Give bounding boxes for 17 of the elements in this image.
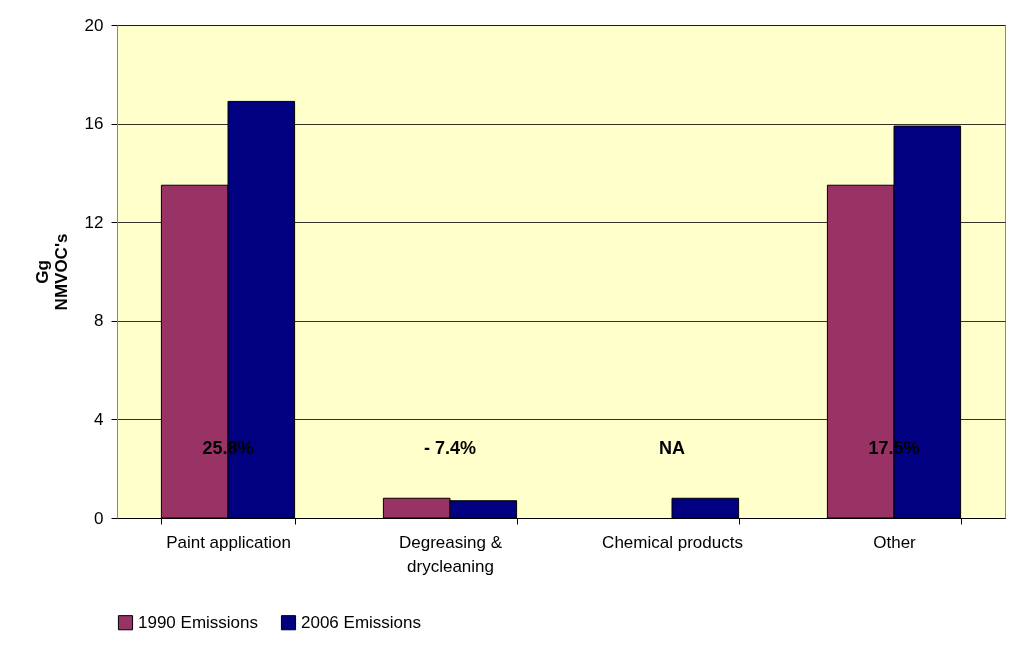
x-tick-label: Paint application (166, 532, 291, 552)
y-tick-label: 4 (94, 409, 104, 429)
x-tick-label: Degreasing & drycleaning (398, 532, 503, 576)
annotation: 25.8% (202, 438, 254, 458)
y-tick-label: 12 (84, 212, 104, 232)
y-tick-label: 16 (84, 114, 104, 134)
annotation: 17.5% (868, 438, 920, 458)
y-tick-label: 8 (94, 311, 104, 331)
y-axis-title: Gg NMVOC's (32, 233, 71, 311)
x-tick-label: Chemical products (602, 532, 743, 552)
x-tick-label: Other (873, 532, 917, 552)
annotation: - 7.4% (423, 438, 477, 458)
legend-label: 1990 Emissions (138, 612, 259, 632)
y-tick-label: 20 (84, 15, 104, 35)
y-tick-label: 0 (94, 508, 104, 528)
annotation: NA (659, 438, 685, 458)
legend-label: 2006 Emissions (301, 612, 422, 632)
